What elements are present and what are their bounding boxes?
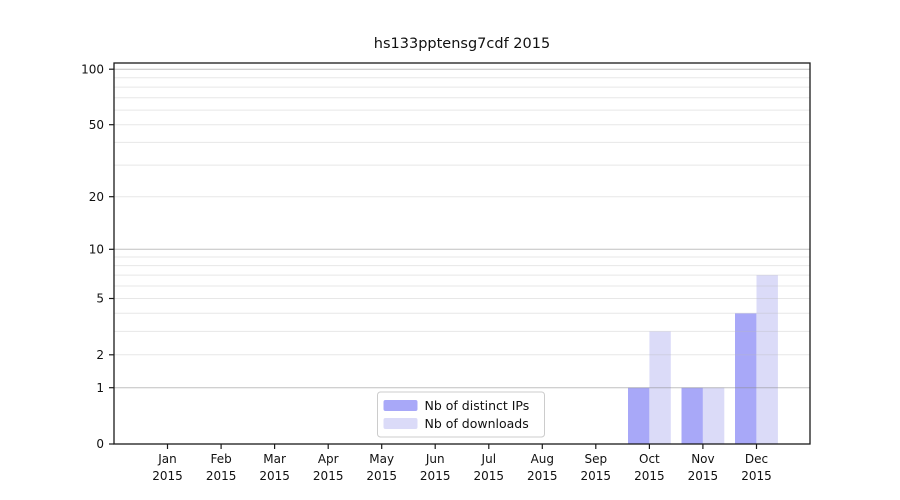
y-tick-label: 2 (96, 348, 104, 362)
x-tick-label-year: 2015 (634, 469, 665, 483)
bar-nov-downloads (702, 387, 725, 444)
y-tick-label: 20 (89, 190, 104, 204)
y-tick-label: 100 (81, 62, 104, 76)
x-tick-label-year: 2015 (259, 469, 290, 483)
x-tick-label-month: Apr (318, 452, 339, 466)
x-tick-label-year: 2015 (313, 469, 344, 483)
y-tick-label: 10 (89, 243, 104, 257)
x-tick-label-month: Aug (531, 452, 554, 466)
x-tick-label-year: 2015 (420, 469, 451, 483)
x-tick-label-month: May (369, 452, 394, 466)
legend-box (377, 391, 545, 438)
x-tick-label-year: 2015 (152, 469, 183, 483)
bar-nov-distinct-ips (681, 387, 703, 444)
x-tick-label-month: Jul (481, 452, 496, 466)
x-tick-label-month: Jan (157, 452, 177, 466)
y-tick-label: 5 (96, 292, 104, 306)
legend-label: Nb of distinct IPs (425, 398, 530, 413)
legend-label: Nb of downloads (425, 416, 529, 431)
x-tick-label-year: 2015 (581, 469, 612, 483)
x-tick-label-month: Mar (263, 452, 286, 466)
x-tick-label-month: Nov (691, 452, 714, 466)
chart-title: hs133pptensg7cdf 2015 (373, 36, 551, 52)
x-tick-label-month: Jun (425, 452, 445, 466)
x-tick-label-month: Oct (639, 452, 660, 466)
x-tick-label-year: 2015 (741, 469, 772, 483)
x-tick-label-month: Dec (745, 452, 768, 466)
legend-swatch-distinct-ips (383, 400, 418, 411)
y-tick-label: 0 (96, 437, 104, 451)
x-tick-label-month: Sep (584, 452, 607, 466)
y-tick-label: 1 (96, 381, 104, 395)
x-tick-label-year: 2015 (366, 469, 397, 483)
bar-dec-distinct-ips (735, 313, 757, 444)
y-tick-label: 50 (89, 118, 104, 132)
x-tick-label-year: 2015 (688, 469, 719, 483)
x-tick-label-year: 2015 (474, 469, 505, 483)
x-tick-label-month: Feb (210, 452, 231, 466)
bar-oct-distinct-ips (628, 387, 650, 444)
plot-area (114, 63, 810, 444)
x-tick-label-year: 2015 (206, 469, 237, 483)
x-tick-label-year: 2015 (527, 469, 558, 483)
legend-swatch-downloads (383, 418, 418, 429)
axes-spines (113, 62, 811, 445)
bar-dec-downloads (756, 275, 778, 444)
